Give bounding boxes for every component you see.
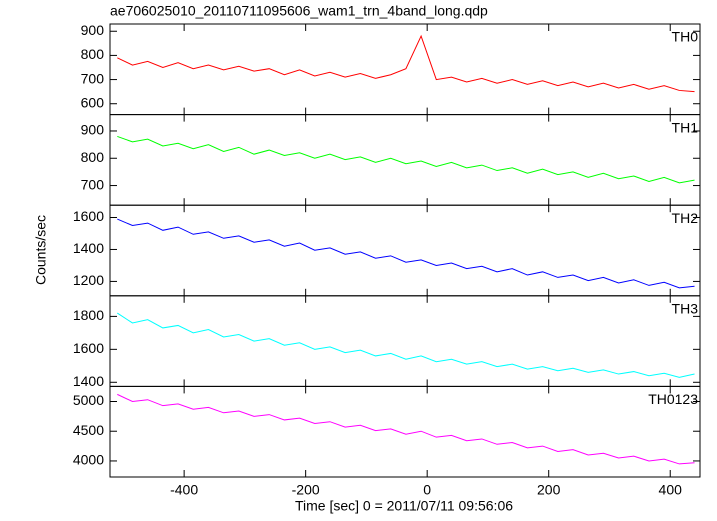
data-line — [117, 393, 695, 465]
series-name: TH0123 — [648, 391, 698, 407]
y-tick-label: 600 — [81, 94, 105, 110]
panel-frame — [109, 204, 701, 297]
series-name: TH2 — [672, 210, 699, 226]
data-line — [117, 135, 695, 184]
y-tick-label: 700 — [81, 176, 105, 192]
y-tick-label: 1600 — [73, 340, 104, 356]
y-tick-label: 900 — [81, 122, 105, 138]
y-tick-label: 1600 — [73, 208, 104, 224]
series-name: TH1 — [672, 119, 699, 135]
y-axis-label: Counts/sec — [33, 215, 49, 285]
chart-title: ae706025010_20110711095606_wam1_trn_4ban… — [110, 3, 488, 19]
x-tick-label: 0 — [423, 482, 431, 498]
data-line — [117, 218, 695, 289]
x-tick-label: -200 — [292, 482, 320, 498]
y-tick-label: 4500 — [73, 422, 104, 438]
x-tick-label: -400 — [170, 482, 198, 498]
y-tick-label: 800 — [81, 149, 105, 165]
x-tick-label: 200 — [537, 482, 561, 498]
panel-frame — [109, 385, 701, 478]
series-name: TH0 — [672, 29, 699, 45]
y-tick-label: 1800 — [73, 307, 104, 323]
series-name: TH3 — [672, 301, 699, 317]
x-axis-label: Time [sec] 0 = 2011/07/11 09:56:06 — [295, 498, 513, 514]
y-tick-label: 800 — [81, 46, 105, 62]
y-tick-label: 1400 — [73, 240, 104, 256]
panel-frame — [109, 295, 701, 387]
data-line — [117, 34, 695, 93]
y-tick-label: 900 — [81, 22, 105, 38]
y-tick-label: 1400 — [73, 373, 104, 389]
data-line — [117, 312, 695, 378]
y-tick-label: 4000 — [73, 452, 104, 468]
y-tick-label: 5000 — [73, 392, 104, 408]
x-tick-label: 400 — [659, 482, 683, 498]
y-tick-label: 700 — [81, 70, 105, 86]
y-tick-label: 1200 — [73, 272, 104, 288]
panel-frame — [109, 114, 701, 206]
